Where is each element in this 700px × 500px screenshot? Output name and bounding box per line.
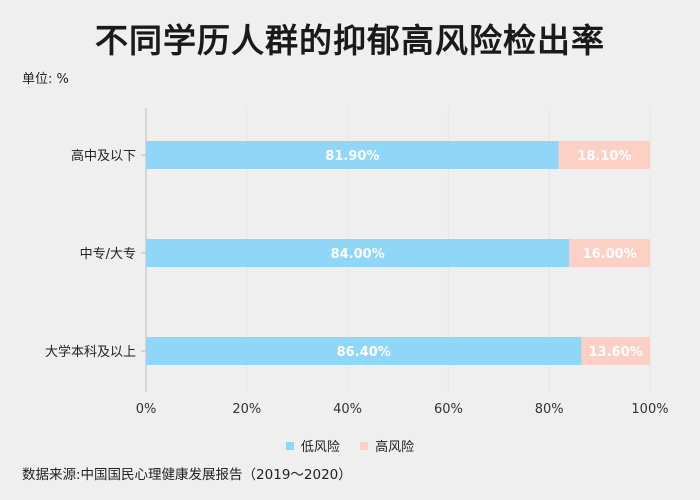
data-label: 86.40% (337, 345, 391, 360)
legend: 低风险 高风险 (0, 436, 700, 455)
x-tick-label: 40% (333, 402, 362, 417)
legend-swatch-low-risk (285, 441, 294, 450)
bar-segment (558, 141, 650, 169)
chart-title: 不同学历人群的抑郁高风险检出率 (95, 21, 605, 60)
legend-label: 低风险 (300, 440, 340, 455)
data-label: 81.90% (325, 149, 379, 164)
bar-segment (146, 239, 570, 267)
legend-label: 高风险 (375, 440, 415, 455)
legend-swatch-high-risk (360, 441, 369, 450)
data-label: 13.60% (589, 345, 643, 360)
bar-segment (146, 337, 582, 365)
bar-segment (569, 239, 650, 267)
x-tick-label: 80% (535, 402, 564, 417)
x-tick-label: 60% (434, 402, 463, 417)
bar-segment (581, 337, 650, 365)
legend-item-high-risk: 高风险 (360, 436, 414, 455)
category-label: 高中及以下 (71, 148, 136, 164)
category-label: 大学本科及以上 (45, 344, 136, 360)
unit-label: 单位: % (22, 72, 69, 87)
bar-segment (146, 141, 559, 169)
x-tick-label: 100% (631, 402, 668, 417)
data-label: 16.00% (583, 247, 637, 262)
legend-item-low-risk: 低风险 (285, 436, 340, 455)
data-label: 18.10% (577, 149, 631, 164)
data-label: 84.00% (331, 247, 385, 262)
category-label: 中专/大专 (80, 247, 136, 262)
source-note: 数据来源:中国国民心理健康发展报告（2019～2020） (22, 467, 352, 483)
x-tick-label: 20% (232, 402, 261, 417)
x-tick-label: 0% (136, 402, 157, 417)
